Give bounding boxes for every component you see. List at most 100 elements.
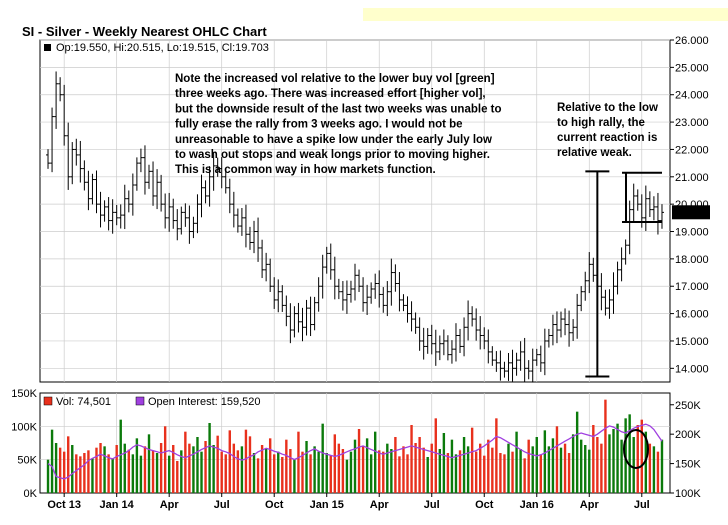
ohlc-bar xyxy=(243,204,248,248)
volume-bar xyxy=(499,453,502,493)
ohlc-bar xyxy=(571,319,576,341)
volume-bar xyxy=(248,436,252,493)
ohlc-bar xyxy=(470,306,475,327)
volume-left-tick-label: 100K xyxy=(11,421,37,433)
open-interest-line xyxy=(47,423,663,480)
ohlc-bar xyxy=(223,171,228,194)
volume-bar xyxy=(559,447,563,493)
volume-bar xyxy=(608,434,611,493)
ohlc-bar xyxy=(126,190,131,213)
volume-bar xyxy=(281,457,284,493)
ohlc-bar xyxy=(441,329,446,356)
ohlc-bar xyxy=(421,327,426,360)
oi-legend-swatch xyxy=(135,396,145,406)
ohlc-bar xyxy=(615,261,620,295)
ohlc-bar xyxy=(587,252,592,294)
ohlc-bar xyxy=(324,246,329,274)
volume-bar xyxy=(176,461,179,493)
ohlc-bar xyxy=(647,191,652,218)
volume-bar xyxy=(273,454,276,493)
ohlc-bar xyxy=(179,206,184,235)
volume-bar xyxy=(264,449,268,493)
oi-right-tick-label: 200K xyxy=(675,429,701,441)
ohlc-bar xyxy=(389,258,394,306)
volume-bar xyxy=(208,423,211,493)
side-annotation-line: Relative to the low xyxy=(557,102,658,114)
ohlc-bar xyxy=(635,189,640,211)
volume-bar xyxy=(50,429,54,493)
volume-bar xyxy=(277,451,280,493)
ohlc-bar xyxy=(619,247,624,282)
ohlc-bar xyxy=(292,306,297,338)
ohlc-bar xyxy=(304,299,309,336)
price-tick-label: 18.000 xyxy=(675,254,709,266)
side-annotation-line: to high rally, the xyxy=(557,117,645,129)
ohlc-bar xyxy=(296,302,301,333)
volume-bar xyxy=(131,454,135,493)
last-price-box xyxy=(672,205,710,220)
volume-legend-swatch xyxy=(43,396,53,406)
volume-bar xyxy=(523,458,526,493)
ohlc-bar xyxy=(494,351,499,372)
ohlc-bar xyxy=(50,107,55,173)
volume-bar xyxy=(103,446,106,493)
volume-bar xyxy=(426,457,429,493)
volume-bar xyxy=(301,451,304,493)
volume-bar xyxy=(309,454,312,493)
volume-bar xyxy=(507,443,510,493)
volume-bar xyxy=(115,445,118,493)
ohlc-bar xyxy=(482,327,487,350)
volume-bar xyxy=(87,450,90,493)
oi-right-tick-label: 250K xyxy=(675,400,701,412)
ohlc-bar xyxy=(393,264,398,292)
volume-bar xyxy=(155,453,159,493)
side-annotation-line: relative weak. xyxy=(557,147,632,159)
volume-bar xyxy=(414,443,417,493)
volume-bar xyxy=(596,437,599,493)
x-tick-label: Jan 14 xyxy=(100,499,135,511)
volume-bar xyxy=(204,441,207,493)
ohlc-bar xyxy=(567,310,572,347)
volume-bar xyxy=(159,443,163,493)
oi-right-tick-label: 100K xyxy=(675,488,701,500)
ohlc-bar xyxy=(409,301,414,332)
annotation-line: but the downside result of the last two … xyxy=(175,103,502,115)
ohlc-bar xyxy=(437,335,442,361)
ohlc-bar xyxy=(90,173,95,205)
oi-legend-label: Open Interest: 159,520 xyxy=(148,396,261,408)
ohlc-bar xyxy=(357,269,362,292)
volume-bar xyxy=(240,446,244,493)
x-tick-label: Apr xyxy=(580,499,600,511)
volume-bar xyxy=(224,454,227,493)
volume-bar xyxy=(244,429,248,493)
volume-bar xyxy=(373,431,377,493)
volume-bar xyxy=(317,451,320,493)
volume-bar xyxy=(567,453,571,493)
ohlc-bar xyxy=(276,279,281,313)
ohlc-bar xyxy=(235,208,240,233)
ohlc-bar xyxy=(348,280,353,303)
volume-bar xyxy=(579,439,583,493)
ohlc-bar xyxy=(526,360,531,380)
ohlc-bar xyxy=(118,204,123,229)
volume-legend-label: Vol: 74,501 xyxy=(56,396,111,408)
ohlc-bar xyxy=(130,173,135,216)
volume-bar xyxy=(285,439,288,493)
ohlc-bar xyxy=(643,185,648,231)
ohlc-bar xyxy=(114,204,119,226)
ohlc-bar xyxy=(147,164,151,189)
ohlc-bar xyxy=(405,296,410,323)
ohlc-bar xyxy=(122,184,127,230)
x-tick-label: Oct xyxy=(475,499,494,511)
volume-bar xyxy=(636,425,639,493)
volume-bar xyxy=(228,430,231,493)
volume-bar xyxy=(458,450,462,493)
ohlc-bar xyxy=(328,243,333,280)
annotation-line: unreasonable to have a spike low under t… xyxy=(175,134,492,146)
ohlc-bar xyxy=(340,281,345,311)
volume-bar xyxy=(539,454,543,493)
ohlc-bar xyxy=(478,316,483,350)
x-tick-label: Apr xyxy=(370,499,390,511)
oi-right-tick-label: 150K xyxy=(675,459,701,471)
ohlc-bar xyxy=(466,300,471,341)
